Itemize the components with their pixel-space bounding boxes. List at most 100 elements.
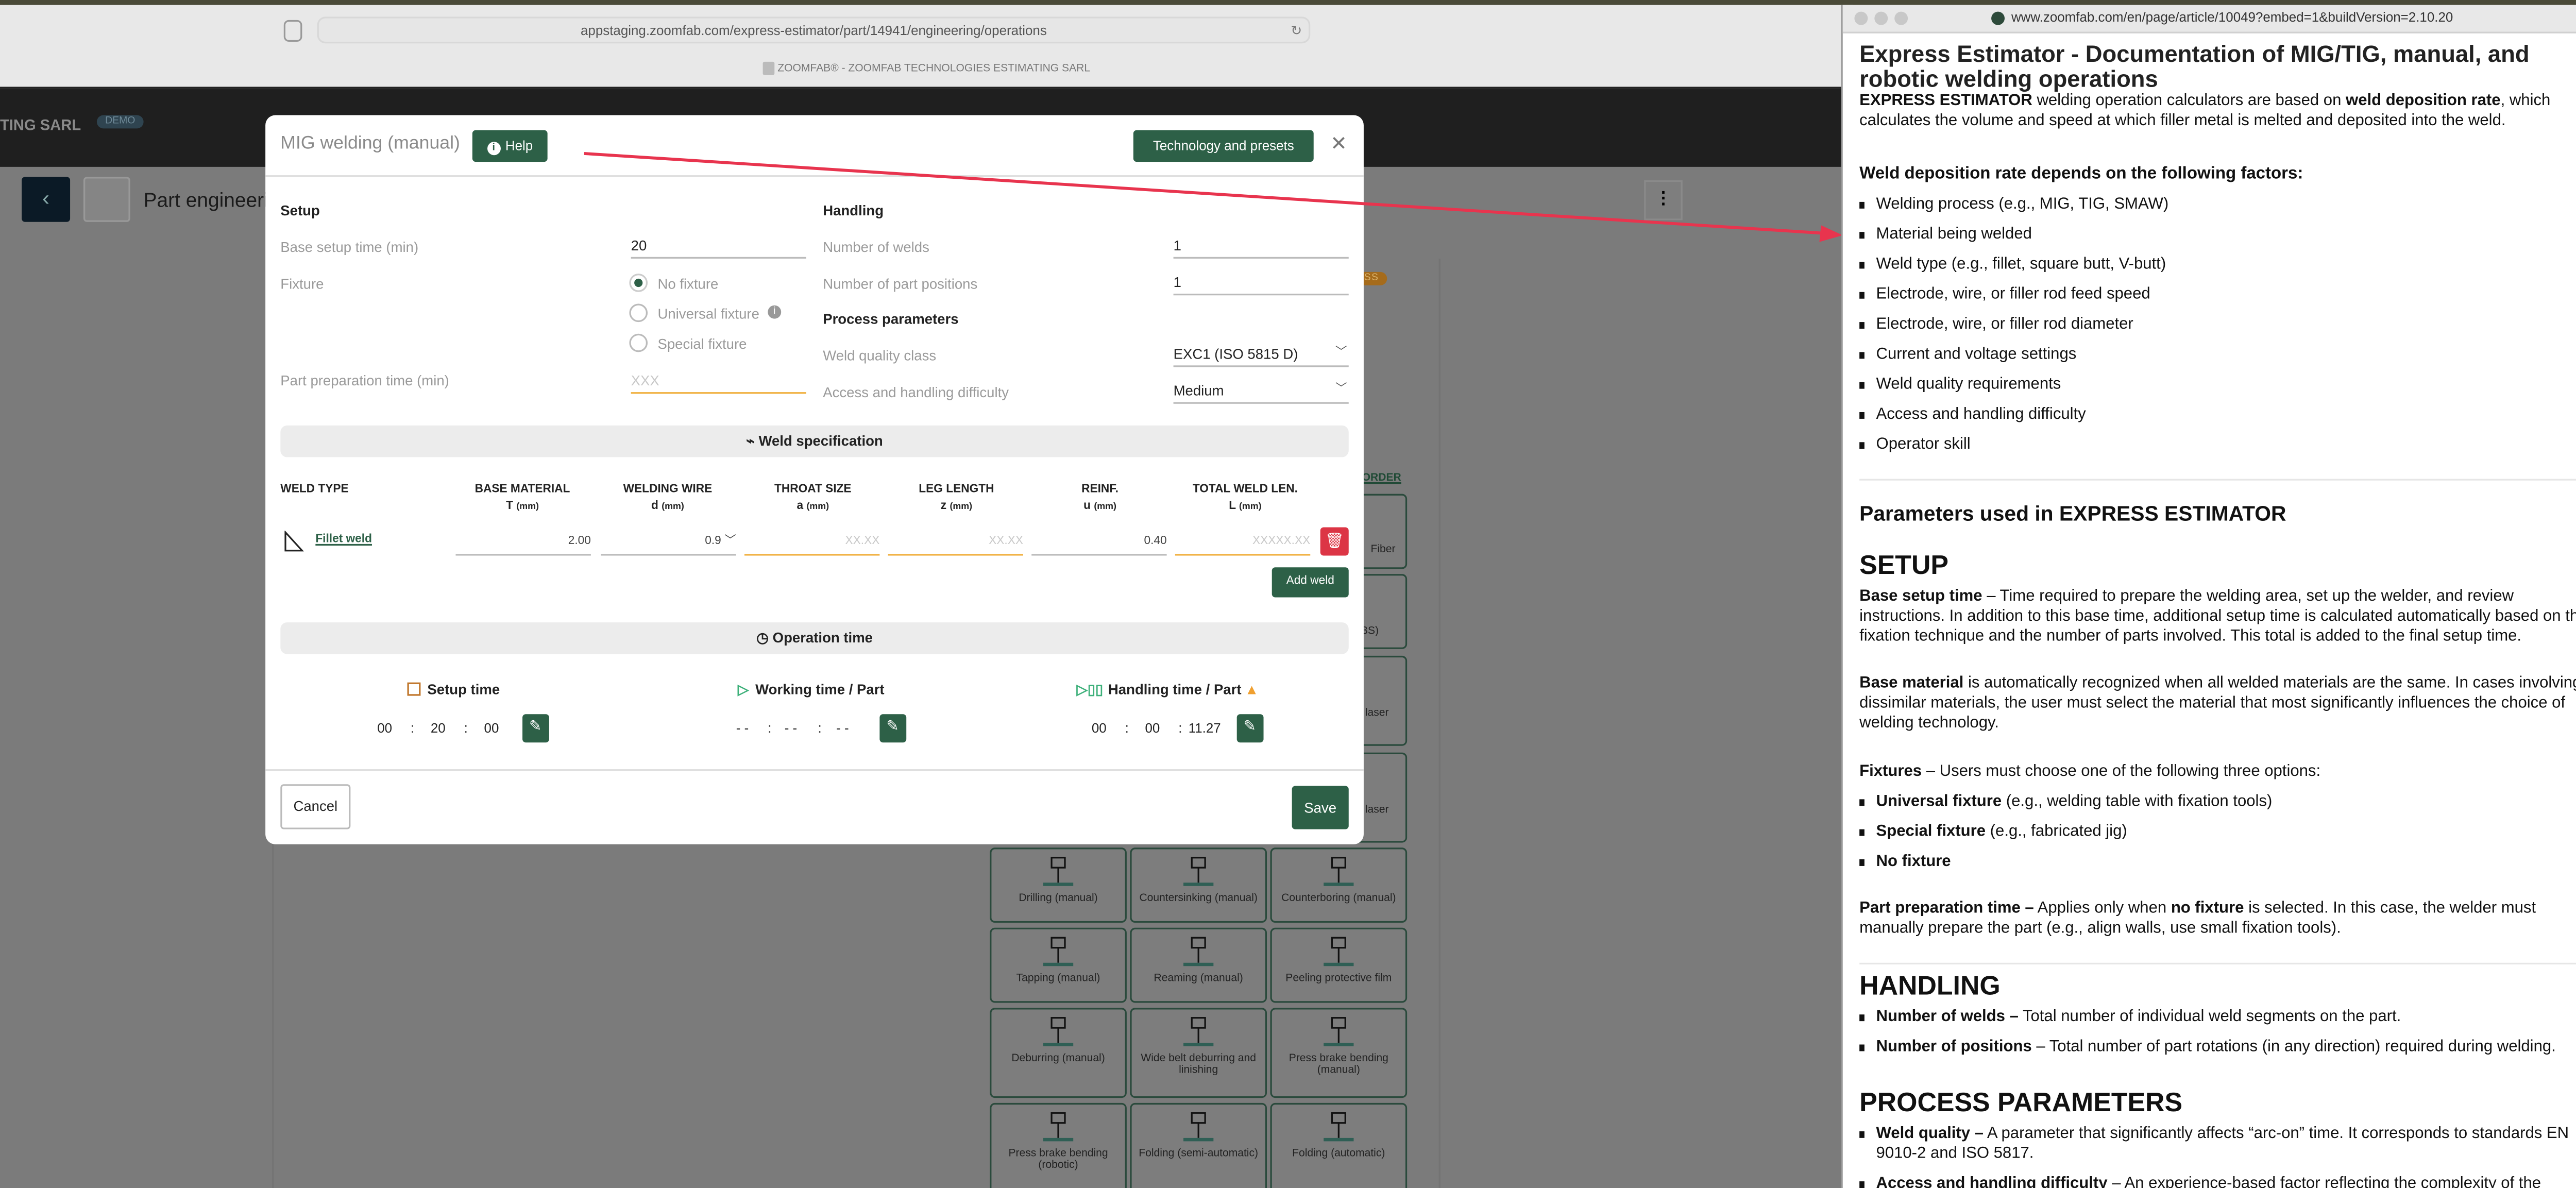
handling-minutes: 00 — [1145, 721, 1160, 736]
operation-tile[interactable]: Wide belt deburring and linishing — [1130, 1008, 1267, 1098]
operation-tile[interactable]: Press brake bending (robotic) — [990, 1102, 1127, 1188]
access-label: Access and handling difficulty — [823, 383, 1009, 401]
minimize-window-dot[interactable] — [1874, 11, 1888, 25]
setup-heading: SETUP — [1859, 552, 1948, 581]
clock-icon: ◷ — [756, 629, 773, 646]
bold-text: Weld quality – — [1876, 1124, 1984, 1143]
weld-type-link[interactable]: Fillet weld — [315, 534, 372, 546]
welds-input[interactable]: 1 — [1173, 235, 1349, 259]
operation-tile[interactable]: Press brake bending (manual) — [1270, 1008, 1408, 1098]
tile-label: Folding (semi-automatic) — [1139, 1148, 1259, 1160]
throat-size-input[interactable]: XX.XX — [744, 532, 880, 556]
fillet-weld-icon — [284, 530, 304, 556]
cancel-button[interactable]: Cancel — [280, 784, 351, 829]
info-icon[interactable]: i — [768, 305, 782, 319]
tab-title-text: ZOOMFAB® - ZOOMFAB TECHNOLOGIES ESTIMATI… — [777, 63, 1091, 75]
tile-label: Deburring (manual) — [1011, 1053, 1105, 1065]
list-item: Operator skill — [1859, 435, 2576, 455]
list-item: Weld quality requirements — [1859, 376, 2576, 396]
modal-title: MIG welding (manual) — [280, 133, 460, 154]
chevron-down-icon: ﹀ — [724, 535, 736, 548]
delete-weld-button[interactable]: 🗑 — [1320, 527, 1349, 556]
time-label: Handling time / Part — [1108, 681, 1242, 698]
operation-tile[interactable]: Counterboring (manual) — [1270, 847, 1408, 923]
order-link[interactable]: ORDER — [1362, 472, 1401, 484]
operation-tile[interactable]: Folding (automatic) — [1270, 1102, 1408, 1188]
radio-label: No fixture — [657, 275, 719, 292]
list-item: Universal fixture (e.g., welding table w… — [1859, 792, 2576, 812]
warning-icon: ▲ — [1245, 681, 1259, 698]
list-item: Electrode, wire, or filler rod diameter — [1859, 315, 2576, 335]
help-label: Help — [505, 138, 533, 154]
working-seconds: - - — [836, 721, 849, 736]
address-bar[interactable]: appstaging.zoomfab.com/express-estimator… — [317, 16, 1311, 44]
text: Total number of individual weld segments… — [2018, 1008, 2401, 1026]
weld-quality-select[interactable]: EXC1 (ISO 5815 D) ﹀ — [1173, 344, 1349, 367]
operation-tile[interactable]: Folding (semi-automatic) — [1130, 1102, 1267, 1188]
column-unit: (mm) — [950, 502, 973, 513]
operation-icon — [1043, 1112, 1074, 1142]
operation-tile[interactable]: Countersinking (manual) — [1130, 847, 1267, 923]
part-prep-input[interactable]: XXX — [631, 370, 806, 394]
welding-wire-select[interactable]: 0.9 ﹀ — [601, 532, 736, 556]
base-setup-input[interactable]: 20 — [631, 235, 806, 259]
text: A parameter that significantly affects “… — [1876, 1124, 2569, 1163]
fixture-label: Fixture — [280, 275, 324, 292]
text: – Total number of part rotations (in any… — [2031, 1038, 2556, 1057]
part-prep-label: Part preparation time (min) — [280, 372, 449, 389]
radio-special-fixture[interactable] — [629, 333, 648, 352]
tab-title[interactable]: ZOOMFAB® - ZOOMFAB TECHNOLOGIES ESTIMATI… — [0, 61, 1853, 75]
zoom-window-dot[interactable] — [1894, 11, 1908, 25]
pencil-icon: ✎ — [1243, 717, 1257, 735]
close-window-dot[interactable] — [1854, 11, 1868, 25]
part-thumbnail[interactable] — [83, 177, 130, 222]
save-button[interactable]: Save — [1292, 786, 1349, 829]
close-icon[interactable]: ✕ — [1330, 131, 1347, 156]
back-button[interactable]: ‹ — [22, 177, 71, 222]
column-symbol: T — [506, 500, 514, 513]
operation-tile[interactable]: Reaming (manual) — [1130, 927, 1267, 1003]
column-header: THROAT SIZE a (mm) — [738, 484, 888, 512]
total-weld-length-input[interactable]: XXXXX.XX — [1175, 532, 1311, 556]
operation-icon — [1183, 1017, 1214, 1046]
edit-working-time-button[interactable]: ✎ — [879, 714, 907, 743]
list-item: No fixture — [1859, 853, 2576, 873]
column-unit: (mm) — [662, 502, 684, 513]
bold-text: Fixtures — [1859, 762, 1922, 781]
list-item: Weld quality – A parameter that signific… — [1859, 1125, 2576, 1165]
radio-no-fixture[interactable] — [629, 274, 648, 292]
operation-tile[interactable]: Tapping (manual) — [990, 927, 1127, 1003]
help-browser-window: www.zoomfab.com/en/page/article/10049?em… — [1841, 5, 2576, 1188]
list-item: Material being welded — [1859, 225, 2576, 245]
browser-toolbar: appstaging.zoomfab.com/express-estimator… — [0, 5, 1853, 89]
base-material-input[interactable]: 2.00 — [455, 532, 591, 556]
reload-icon[interactable]: ↻ — [1291, 23, 1302, 39]
edit-handling-time-button[interactable]: ✎ — [1236, 714, 1264, 743]
leg-length-input[interactable]: XX.XX — [888, 532, 1023, 556]
setup-minutes: 20 — [430, 721, 446, 736]
column-unit: (mm) — [516, 502, 539, 513]
edit-setup-time-button[interactable]: ✎ — [522, 714, 549, 743]
chevron-down-icon: ﹀ — [1335, 383, 1347, 396]
help-button[interactable]: i Help — [472, 130, 548, 162]
operation-tile[interactable]: Deburring (manual) — [990, 1008, 1127, 1098]
add-weld-button[interactable]: Add weld — [1272, 567, 1349, 598]
company-name: TING SARL — [0, 116, 81, 134]
more-menu-button[interactable]: ⋮ — [1644, 180, 1683, 220]
operation-tile[interactable]: Drilling (manual) — [990, 847, 1127, 923]
column-header: LEG LENGTH z (mm) — [882, 484, 1032, 512]
play-icon: ▷ — [737, 681, 749, 698]
factors-heading: Weld deposition rate depends on the foll… — [1859, 165, 2303, 184]
technology-presets-button[interactable]: Technology and presets — [1133, 130, 1314, 162]
reinforcement-input[interactable]: 0.40 — [1031, 532, 1167, 556]
access-difficulty-select[interactable]: Medium ﹀ — [1173, 380, 1349, 404]
sidebar-toggle-icon[interactable] — [283, 20, 302, 42]
colon-separator: : — [410, 721, 415, 736]
pencil-icon: ✎ — [529, 717, 542, 735]
play-pause-icon: ▷▯▯ — [1076, 681, 1104, 698]
radio-universal-fixture[interactable] — [629, 303, 648, 323]
operation-tile[interactable]: Peeling protective film — [1270, 927, 1408, 1003]
positions-input[interactable]: 1 — [1173, 272, 1349, 296]
handling-heading: Handling — [823, 201, 884, 219]
list-item: Current and voltage settings — [1859, 345, 2576, 365]
